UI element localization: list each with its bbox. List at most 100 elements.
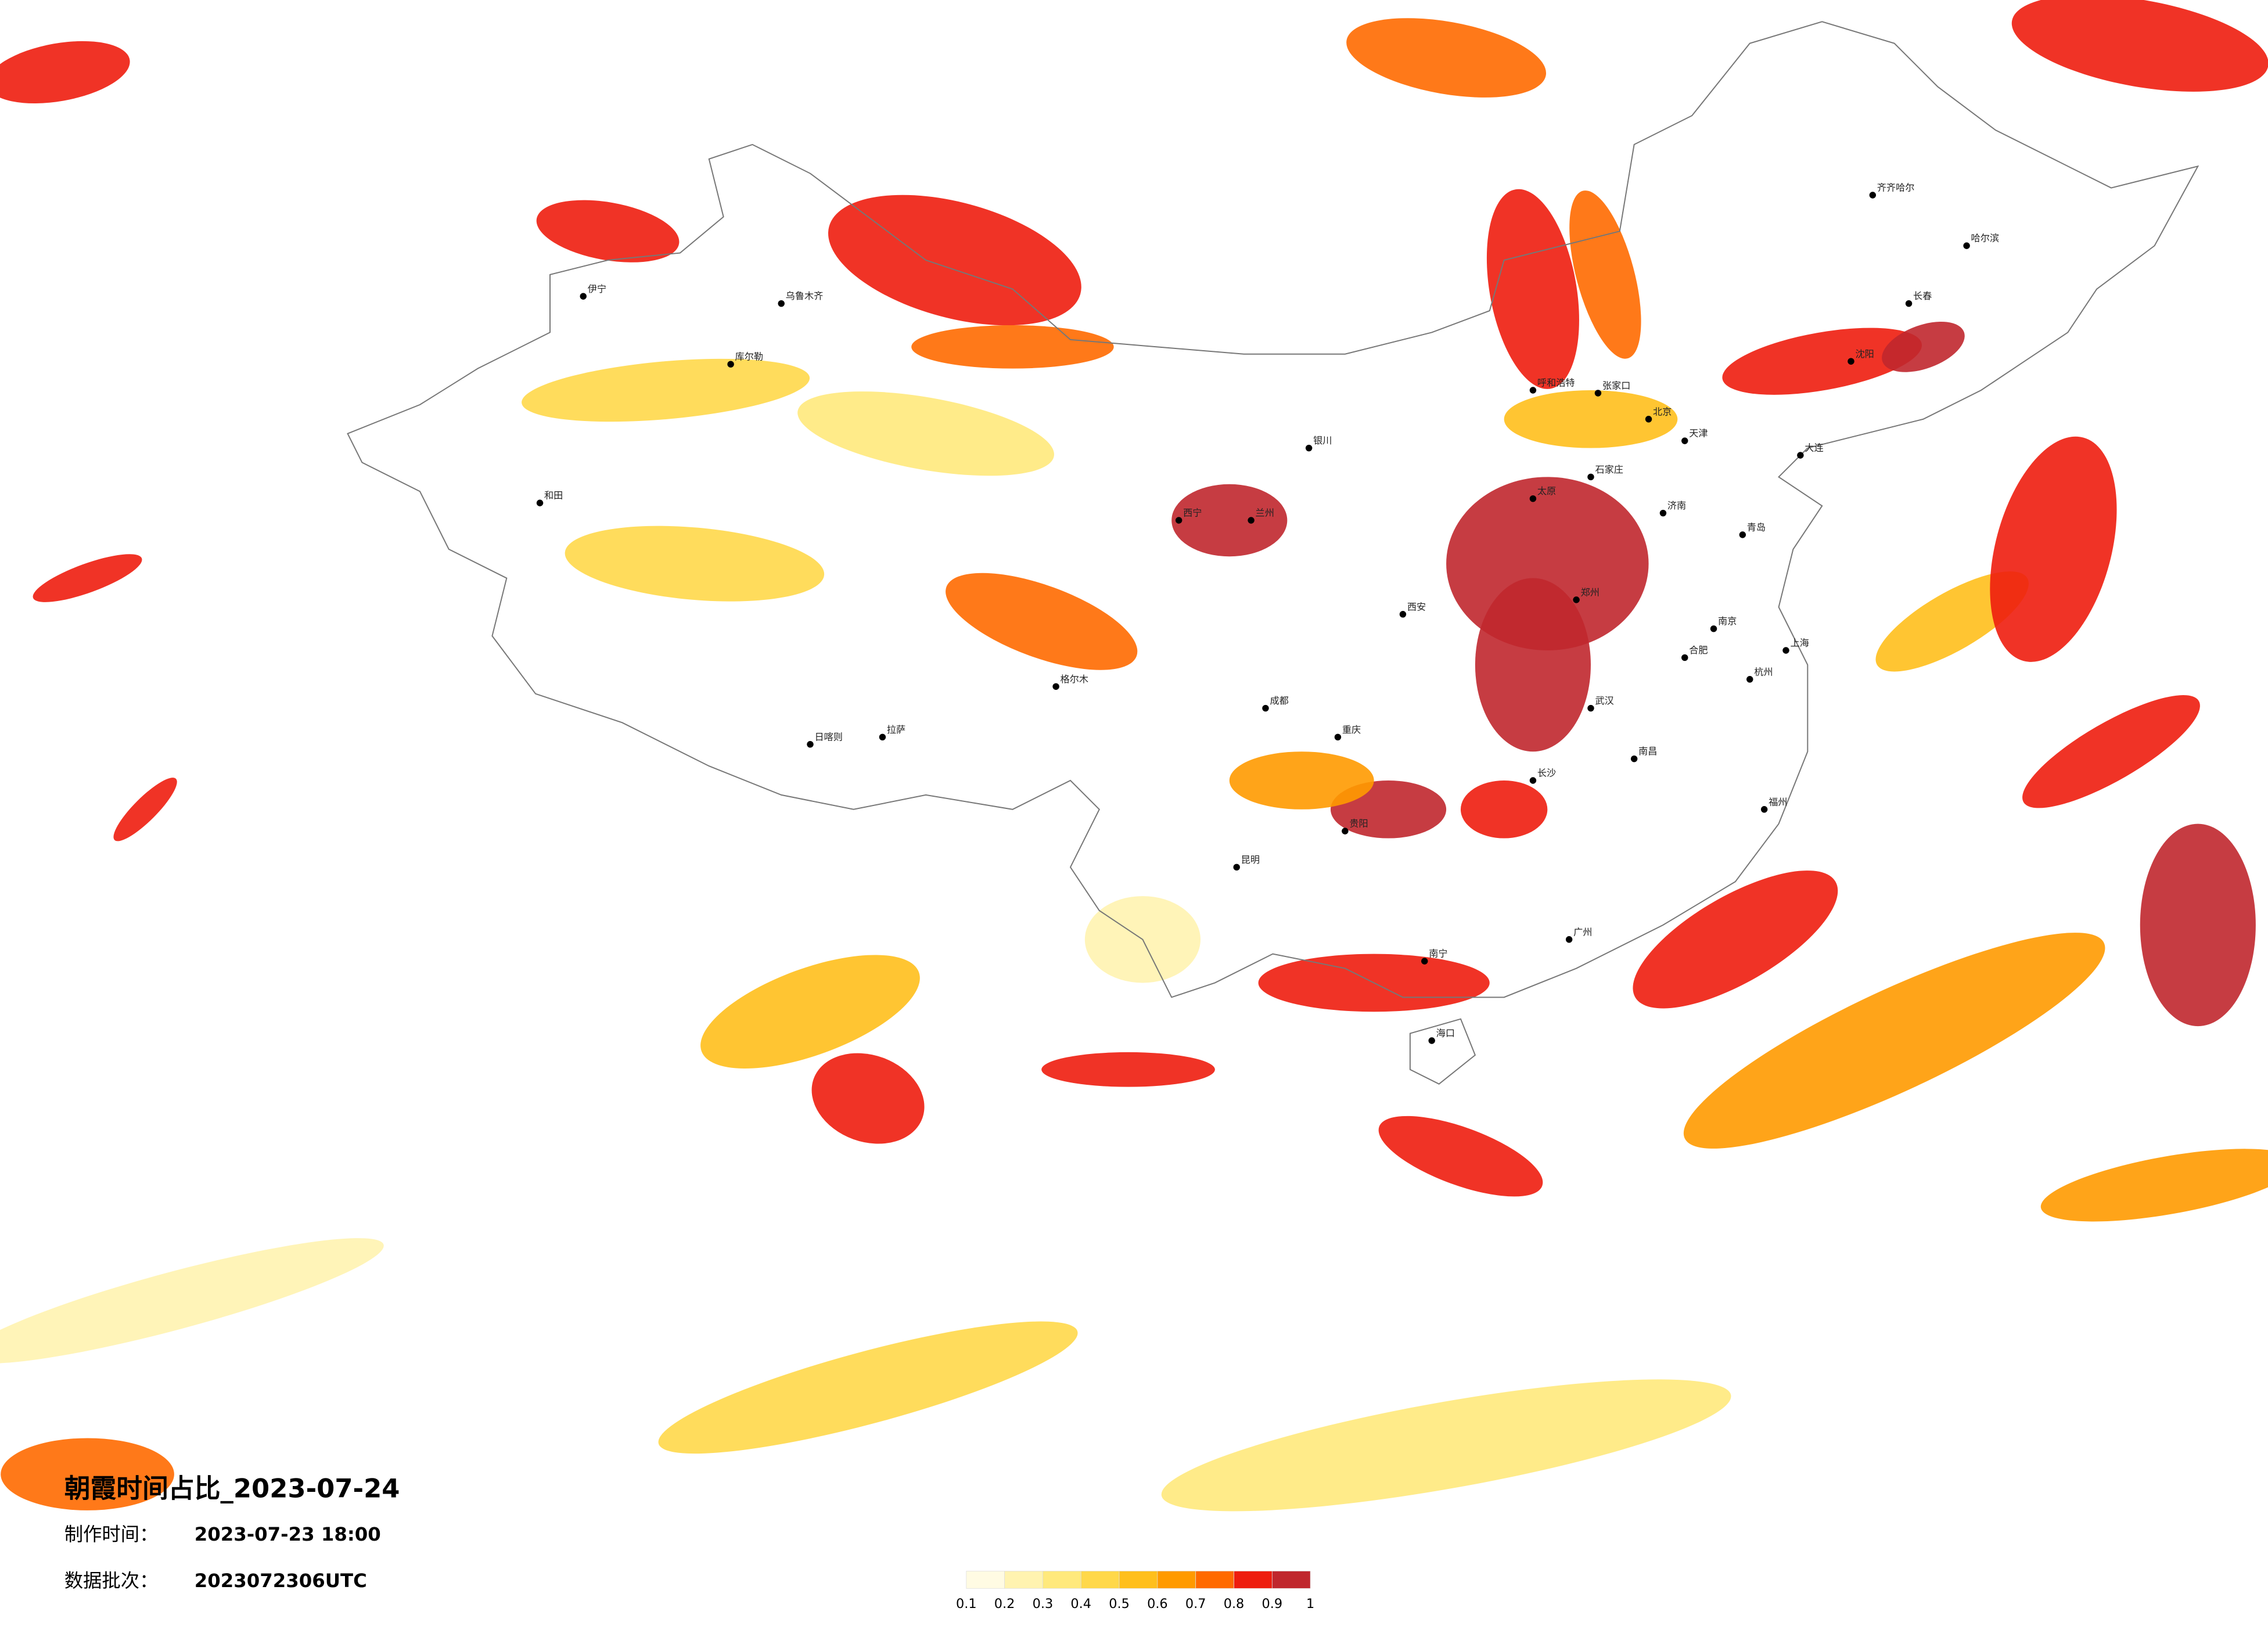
batch-label: 数据批次： [64,1570,159,1592]
heat-blob [1486,189,1579,389]
heat-blob [0,41,130,104]
city-label: 大连 [1805,443,1823,454]
heat-blob [700,955,920,1069]
city-label: 西宁 [1183,508,1202,519]
heat-blob [1161,1379,1731,1512]
city-dot [1848,358,1854,365]
city-dot [1710,625,1717,632]
heat-blob [536,200,680,262]
city-label: 哈尔滨 [1971,233,1999,244]
legend-label: 0.5 [1109,1596,1130,1611]
city-label: 西安 [1407,601,1426,612]
city-dot [1334,733,1342,741]
city-dot [1681,654,1688,661]
city-label: 石家庄 [1595,464,1623,475]
city-dot [807,741,814,748]
heat-blob [1229,751,1374,810]
heat-blob [1475,578,1591,752]
city-dot [879,733,886,741]
city-dot [1645,416,1652,423]
city-dot [1739,531,1746,538]
city-label: 天津 [1689,428,1708,439]
city-dot [1305,444,1313,452]
city-dot [1573,596,1580,603]
city-label: 广州 [1573,926,1592,937]
heat-blob [2040,1149,2268,1222]
heat-blob [811,1053,925,1144]
heat-blob [1171,484,1288,557]
city-label: 日喀则 [814,731,842,742]
city-label: 兰州 [1256,508,1274,519]
city-label: 重庆 [1342,724,1361,735]
legend-swatch [1271,1571,1311,1589]
city-label: 银川 [1313,435,1332,446]
city-label: 海口 [1436,1028,1455,1039]
legend-swatch [1080,1571,1120,1589]
city-label: 齐齐哈尔 [1877,182,1915,193]
heat-blob [1346,18,1547,98]
city-label: 张家口 [1602,380,1630,391]
city-dot [1529,777,1537,784]
city-label: 沈阳 [1855,348,1874,359]
heat-blob [565,526,825,602]
city-dot [1529,495,1537,502]
city-dot [1594,390,1602,397]
city-label: 昆明 [1241,854,1260,865]
legend-label: 0.6 [1147,1596,1168,1611]
heat-blob [33,554,142,602]
city-dot [1659,509,1667,517]
city-label: 北京 [1653,406,1672,417]
heat-blob [946,573,1138,670]
heat-blob [828,195,1081,326]
heat-blob [1,1438,174,1510]
city-label: 库尔勒 [735,351,763,362]
heat-blob [658,1321,1078,1454]
batch: 2023072306UTC [195,1570,367,1592]
city-dot [1587,473,1594,481]
city-dot [1746,676,1753,683]
heat-blob [0,1238,384,1364]
made-label: 制作时间： [64,1523,159,1545]
city-label: 格尔木 [1061,674,1088,685]
city-label: 青岛 [1747,521,1766,533]
city-dot [1529,387,1537,394]
hainan [1409,1018,1476,1085]
city-label: 贵阳 [1349,818,1368,829]
city-dot [580,293,587,300]
heat-blob [1041,1052,1215,1087]
city-dot [1587,704,1594,712]
heat-blob [1722,328,1922,395]
city-label: 郑州 [1581,587,1600,598]
city-label: 南宁 [1429,948,1447,959]
title: 朝霞时间占比_2023-07-24 [64,1473,400,1503]
city-dot [778,300,785,307]
legend-label: 0.2 [994,1596,1015,1611]
city-label: 乌鲁木齐 [786,290,824,301]
heat-blob [113,778,177,841]
city-label: 合肥 [1689,645,1708,656]
city-label: 长春 [1913,290,1932,301]
city-dot [1630,755,1638,762]
city-dot [727,361,734,368]
heat-blob [2140,823,2256,1027]
heat-blob [522,358,810,422]
heat-layer [0,0,2268,1512]
made-time: 2023-07-23 18:00 [195,1523,381,1545]
legend-swatch [966,1571,1005,1589]
legend-label: 0.3 [1033,1596,1054,1611]
city-dot [1565,936,1573,943]
city-label: 福州 [1769,796,1787,807]
heat-blob [1990,436,2117,662]
legend-swatch [1195,1571,1234,1589]
city-label: 太原 [1537,485,1556,497]
city-dot [1681,437,1688,444]
heat-blob [1504,390,1678,448]
city-dot [1421,958,1428,965]
city-label: 拉萨 [887,724,905,735]
city-dot [536,499,544,506]
heat-blob [1569,190,1641,359]
city-dot [1869,192,1877,199]
legend-swatch [1234,1571,1273,1589]
city-label: 南昌 [1638,746,1657,757]
